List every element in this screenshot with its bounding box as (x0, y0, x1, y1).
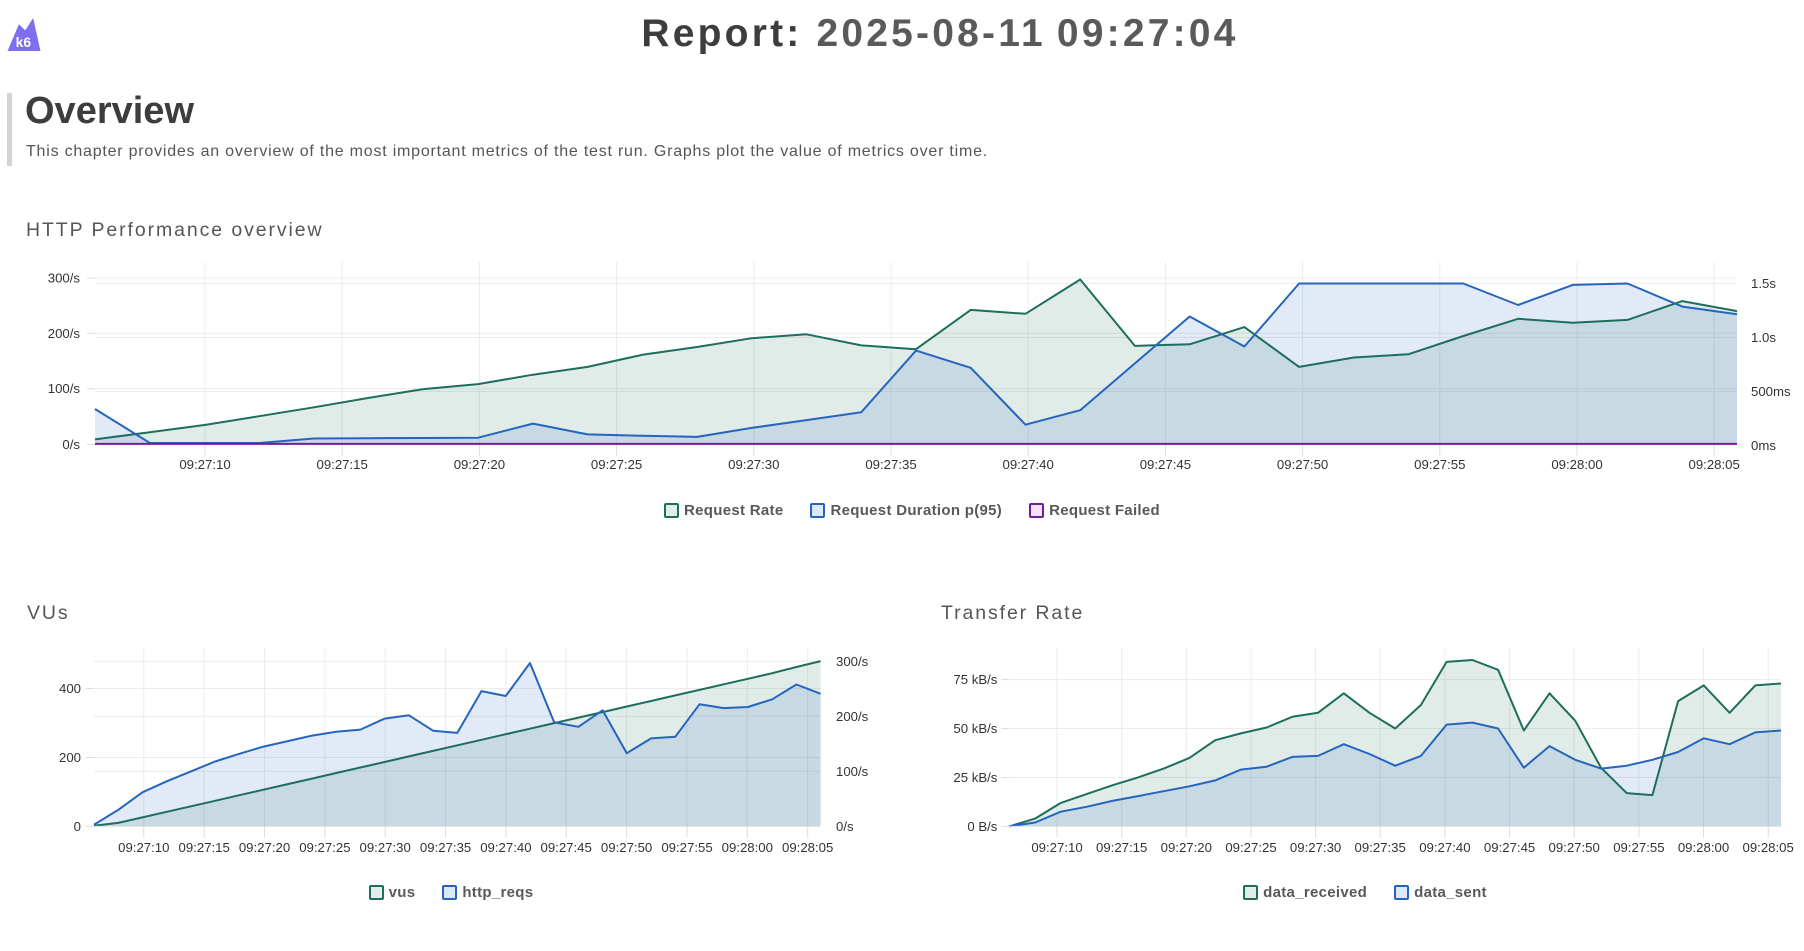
svg-text:09:27:55: 09:27:55 (1414, 457, 1465, 472)
svg-text:400: 400 (59, 681, 81, 696)
svg-text:09:27:20: 09:27:20 (239, 840, 290, 855)
svg-text:100/s: 100/s (48, 381, 81, 396)
svg-text:09:27:35: 09:27:35 (1355, 840, 1406, 855)
svg-text:09:27:50: 09:27:50 (601, 840, 652, 855)
svg-text:50 kB/s: 50 kB/s (953, 721, 997, 736)
svg-text:300/s: 300/s (48, 271, 81, 286)
svg-text:09:27:20: 09:27:20 (454, 457, 505, 472)
svg-text:09:27:10: 09:27:10 (118, 840, 169, 855)
svg-text:75 kB/s: 75 kB/s (953, 672, 997, 687)
svg-text:09:27:50: 09:27:50 (1277, 457, 1328, 472)
svg-text:1.5s: 1.5s (1751, 276, 1776, 291)
svg-text:09:27:35: 09:27:35 (865, 457, 916, 472)
svg-text:1.0s: 1.0s (1751, 330, 1776, 345)
svg-text:09:27:10: 09:27:10 (179, 457, 230, 472)
svg-text:k6: k6 (16, 34, 32, 50)
svg-text:100/s: 100/s (836, 764, 869, 779)
svg-text:200: 200 (59, 750, 81, 765)
svg-text:09:27:40: 09:27:40 (1003, 457, 1054, 472)
svg-text:09:27:45: 09:27:45 (1484, 840, 1535, 855)
svg-text:0/s: 0/s (836, 819, 854, 834)
svg-text:09:28:00: 09:28:00 (1678, 840, 1729, 855)
svg-text:09:27:40: 09:27:40 (480, 840, 531, 855)
svg-text:09:27:20: 09:27:20 (1161, 840, 1212, 855)
svg-text:0ms: 0ms (1751, 438, 1776, 453)
svg-text:300/s: 300/s (836, 654, 869, 669)
svg-text:09:27:25: 09:27:25 (591, 457, 642, 472)
svg-text:200/s: 200/s (48, 326, 81, 341)
svg-text:09:27:15: 09:27:15 (317, 457, 368, 472)
svg-text:09:27:45: 09:27:45 (1140, 457, 1191, 472)
svg-text:25 kB/s: 25 kB/s (953, 770, 997, 785)
svg-text:09:28:05: 09:28:05 (1689, 457, 1740, 472)
svg-text:500ms: 500ms (1751, 384, 1791, 399)
svg-text:09:27:15: 09:27:15 (179, 840, 230, 855)
svg-text:09:27:10: 09:27:10 (1031, 840, 1082, 855)
svg-text:09:27:45: 09:27:45 (541, 840, 592, 855)
svg-text:09:28:00: 09:28:00 (1551, 457, 1602, 472)
svg-text:09:27:50: 09:27:50 (1549, 840, 1600, 855)
svg-text:09:27:30: 09:27:30 (1290, 840, 1341, 855)
svg-text:09:27:15: 09:27:15 (1096, 840, 1147, 855)
svg-text:09:27:30: 09:27:30 (728, 457, 779, 472)
svg-text:09:28:05: 09:28:05 (782, 840, 833, 855)
svg-text:09:27:40: 09:27:40 (1419, 840, 1470, 855)
svg-text:09:27:55: 09:27:55 (661, 840, 712, 855)
svg-text:09:27:55: 09:27:55 (1613, 840, 1664, 855)
svg-text:0: 0 (74, 819, 81, 834)
svg-text:09:27:35: 09:27:35 (420, 840, 471, 855)
svg-text:200/s: 200/s (836, 709, 869, 724)
svg-text:0/s: 0/s (62, 437, 80, 452)
svg-text:09:28:00: 09:28:00 (722, 840, 773, 855)
svg-text:09:27:25: 09:27:25 (299, 840, 350, 855)
svg-text:0 B/s: 0 B/s (967, 819, 997, 834)
svg-text:09:28:05: 09:28:05 (1743, 840, 1794, 855)
svg-text:09:27:30: 09:27:30 (360, 840, 411, 855)
svg-text:09:27:25: 09:27:25 (1225, 840, 1276, 855)
